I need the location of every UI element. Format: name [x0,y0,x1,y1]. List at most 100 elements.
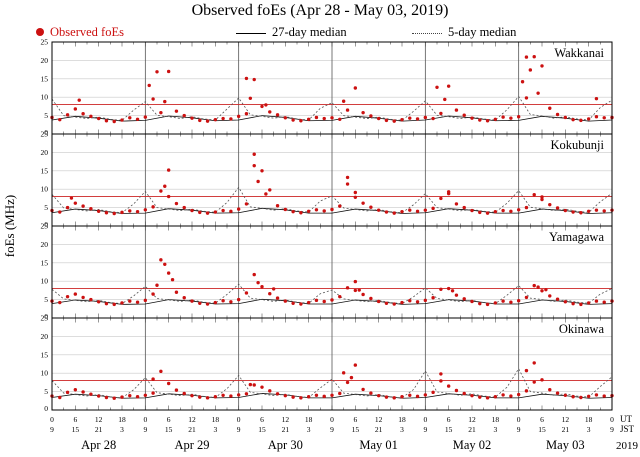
x-axis-labels: 0961512211830961512211830961512211830961… [50,414,638,452]
date-label: Apr 29 [174,438,209,452]
svg-text:15: 15 [41,350,49,359]
svg-text:12: 12 [562,415,570,424]
svg-text:15: 15 [352,425,360,434]
svg-text:0: 0 [44,312,48,321]
svg-text:9: 9 [50,425,54,434]
legend-27day-median: 27-day median [236,25,347,40]
legend-27day-label: 27-day median [272,25,347,39]
svg-text:3: 3 [213,425,217,434]
svg-text:6: 6 [73,415,77,424]
svg-text:9: 9 [330,425,334,434]
chart-title: Observed foEs (Apr 28 - May 03, 2019) [191,2,449,19]
station-label: Yamagawa [549,230,604,244]
svg-text:21: 21 [188,425,196,434]
svg-text:21: 21 [282,425,290,434]
svg-text:5: 5 [44,203,48,212]
svg-text:12: 12 [375,415,383,424]
svg-text:20: 20 [41,240,49,249]
svg-text:21: 21 [95,425,103,434]
svg-text:10: 10 [41,277,49,286]
panel-wakkanai: Wakkanai 25 20 15 10 5 0 [41,38,614,137]
svg-text:15: 15 [165,425,173,434]
svg-text:12: 12 [95,415,103,424]
svg-text:0: 0 [517,415,521,424]
svg-text:0: 0 [610,415,614,424]
svg-text:18: 18 [212,415,220,424]
svg-text:0: 0 [330,415,334,424]
svg-text:20: 20 [41,56,49,65]
svg-text:6: 6 [167,415,171,424]
legend-observed-label: Observed foEs [50,25,124,39]
svg-text:25: 25 [41,38,49,47]
svg-text:3: 3 [493,425,497,434]
svg-text:21: 21 [562,425,570,434]
svg-text:18: 18 [398,415,406,424]
svg-text:6: 6 [447,415,451,424]
svg-text:0: 0 [44,404,48,413]
station-label: Kokubunji [551,138,605,152]
svg-text:15: 15 [41,166,49,175]
svg-text:9: 9 [143,425,147,434]
svg-text:6: 6 [353,415,357,424]
legend-observed: Observed foEs [36,25,124,40]
svg-text:0: 0 [423,415,427,424]
year-label: 2019 [616,440,639,452]
svg-text:0: 0 [50,415,54,424]
svg-text:3: 3 [307,425,311,434]
svg-text:5: 5 [44,111,48,120]
svg-text:12: 12 [188,415,196,424]
legend-5day-label: 5-day median [448,25,517,39]
svg-text:0: 0 [44,128,48,137]
svg-text:10: 10 [41,93,49,102]
svg-text:6: 6 [260,415,264,424]
svg-text:9: 9 [610,425,614,434]
station-label: Okinawa [559,322,605,336]
svg-text:0: 0 [44,220,48,229]
svg-text:25: 25 [41,130,49,139]
svg-text:5: 5 [44,387,48,396]
svg-text:12: 12 [282,415,290,424]
svg-text:18: 18 [118,415,126,424]
svg-text:15: 15 [258,425,266,434]
svg-text:25: 25 [41,222,49,231]
svg-text:15: 15 [538,425,546,434]
svg-text:5: 5 [44,295,48,304]
svg-text:0: 0 [237,415,241,424]
svg-text:18: 18 [585,415,593,424]
svg-text:20: 20 [41,332,49,341]
svg-text:9: 9 [423,425,427,434]
svg-text:18: 18 [492,415,500,424]
legend-5day-median: 5-day median [412,25,516,40]
panel-okinawa: Okinawa 25 20 15 10 5 0 [41,314,614,413]
jst-unit-label: JST [620,424,635,434]
station-label: Wakkanai [554,46,604,60]
svg-text:25: 25 [41,314,49,323]
dotted-line-icon [412,32,442,34]
date-label: Apr 30 [268,438,303,452]
svg-text:0: 0 [143,415,147,424]
svg-text:21: 21 [375,425,383,434]
svg-text:15: 15 [72,425,80,434]
svg-text:6: 6 [540,415,544,424]
svg-text:10: 10 [41,369,49,378]
svg-text:10: 10 [41,185,49,194]
svg-text:15: 15 [41,74,49,83]
svg-text:18: 18 [305,415,313,424]
date-label: May 02 [453,438,492,452]
svg-text:21: 21 [468,425,476,434]
svg-text:15: 15 [41,258,49,267]
panel-yamagawa: Yamagawa 25 20 15 10 5 0 [41,222,614,321]
svg-text:3: 3 [120,425,124,434]
svg-text:12: 12 [468,415,476,424]
svg-text:3: 3 [587,425,591,434]
svg-text:9: 9 [237,425,241,434]
svg-text:3: 3 [400,425,404,434]
y-axis-title: foEs (MHz) [2,194,17,258]
svg-text:15: 15 [445,425,453,434]
ut-unit-label: UT [620,414,632,424]
date-label: Apr 28 [81,438,116,452]
observed-dot-icon [36,28,44,36]
svg-text:20: 20 [41,148,49,157]
